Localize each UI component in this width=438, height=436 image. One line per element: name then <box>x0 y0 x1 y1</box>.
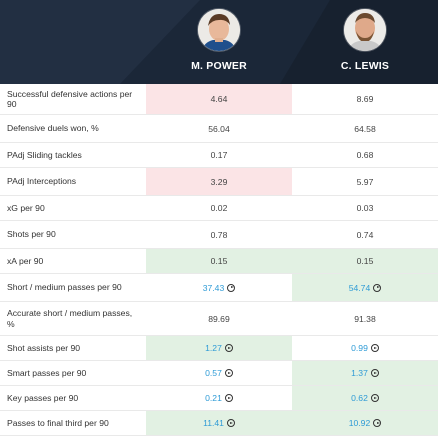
stat-value-text: 0.78 <box>210 229 228 240</box>
stat-label: Successful defensive actions per 90 <box>7 88 133 110</box>
player-name-2: C. LEWIS <box>340 60 390 72</box>
play-video-icon[interactable] <box>373 419 382 427</box>
stat-label: Defensive duels won, % <box>7 123 99 134</box>
stat-value-text: 56.04 <box>208 123 230 134</box>
stat-value-player-1: 56.04 <box>146 115 292 142</box>
table-row: Passes to final third per 90 11.41 10.92 <box>0 411 438 436</box>
stat-value-text[interactable]: 1.37 <box>351 368 368 378</box>
stat-value-player-2[interactable]: 10.92 <box>292 411 438 435</box>
stat-label: Key passes per 90 <box>7 392 79 403</box>
stat-value-text: 0.15 <box>356 256 374 266</box>
stat-value-text: 8.69 <box>356 94 374 104</box>
stat-value-text[interactable]: 10.92 <box>348 418 371 428</box>
stat-label: Shot assists per 90 <box>7 342 81 353</box>
table-row: Short / medium passes per 90 37.43 54.74 <box>0 274 438 302</box>
play-video-icon[interactable] <box>370 394 379 402</box>
player-column-header-2: C. LEWIS <box>292 0 438 84</box>
stat-value-player-1[interactable]: 11.41 <box>146 411 292 435</box>
stat-value-text: 0.03 <box>356 203 374 213</box>
stat-value-text: 3.29 <box>210 176 228 187</box>
stat-value-player-1: 0.17 <box>146 143 292 167</box>
stat-value-player-2[interactable]: 54.74 <box>292 274 438 301</box>
table-row: xA per 90 0.15 0.15 <box>0 249 438 274</box>
player-photo-icon <box>198 9 240 51</box>
stat-value-player-2[interactable]: 0.62 <box>292 386 438 410</box>
stat-value-text: 91.38 <box>354 313 376 324</box>
stat-value-player-2: 8.69 <box>292 84 438 114</box>
player-column-header-1: M. POWER <box>146 0 292 84</box>
stat-value-text: 0.68 <box>356 150 374 160</box>
stat-value-text: 64.58 <box>354 123 376 134</box>
play-video-icon[interactable] <box>370 369 379 377</box>
table-row: Successful defensive actions per 90 4.64 8… <box>0 84 438 115</box>
play-video-icon[interactable] <box>227 283 236 292</box>
stat-value-player-2: 0.15 <box>292 249 438 273</box>
player-name-1: M. POWER <box>191 60 247 72</box>
play-video-icon[interactable] <box>373 283 382 292</box>
table-row: PAdj Interceptions 3.29 5.97 <box>0 168 438 196</box>
stat-value-text: 0.02 <box>210 203 228 213</box>
stat-value-player-1[interactable]: 37.43 <box>146 274 292 301</box>
stat-value-text[interactable]: 0.62 <box>351 393 368 403</box>
stat-value-player-2: 91.38 <box>292 302 438 335</box>
stat-value-player-2[interactable]: 0.99 <box>292 336 438 360</box>
stat-value-text: 0.15 <box>210 256 228 266</box>
comparison-header: M. POWER C. LEWIS <box>0 0 438 84</box>
play-video-icon[interactable] <box>224 369 233 377</box>
stat-value-text[interactable]: 54.74 <box>348 282 371 293</box>
play-video-icon[interactable] <box>224 344 233 352</box>
stat-value-text: 0.74 <box>356 229 374 240</box>
stat-value-player-1[interactable]: 0.21 <box>146 386 292 410</box>
stat-label: Passes to final third per 90 <box>7 417 109 428</box>
table-row: Accurate short / medium passes, % 89.69 91… <box>0 302 438 336</box>
stat-value-text: 5.97 <box>356 176 374 187</box>
stat-value-player-1: 89.69 <box>146 302 292 335</box>
stat-value-player-2: 0.03 <box>292 196 438 220</box>
table-row: Smart passes per 90 0.57 1.37 <box>0 361 438 386</box>
stat-value-text[interactable]: 0.99 <box>351 343 368 353</box>
table-row: Defensive duels won, % 56.04 64.58 <box>0 115 438 143</box>
stat-label: Short / medium passes per 90 <box>7 282 122 293</box>
stat-value-player-2: 0.74 <box>292 221 438 248</box>
stat-value-player-2[interactable]: 1.37 <box>292 361 438 385</box>
stat-value-player-1: 4.64 <box>146 84 292 114</box>
play-video-icon[interactable] <box>226 419 235 427</box>
stats-table: Successful defensive actions per 90 4.64 8… <box>0 84 438 436</box>
stat-value-player-1: 0.02 <box>146 196 292 220</box>
stat-value-player-1[interactable]: 0.57 <box>146 361 292 385</box>
stat-label: PAdj Sliding tackles <box>7 149 82 160</box>
stat-label: xA per 90 <box>7 255 44 266</box>
stat-label: Shots per 90 <box>7 229 56 240</box>
stat-value-player-1[interactable]: 1.27 <box>146 336 292 360</box>
stat-value-text[interactable]: 0.21 <box>205 393 222 403</box>
stat-value-player-2: 0.68 <box>292 143 438 167</box>
play-video-icon[interactable] <box>370 344 379 352</box>
stat-value-text[interactable]: 0.57 <box>205 368 222 378</box>
stat-value-player-2: 64.58 <box>292 115 438 142</box>
stat-value-text[interactable]: 37.43 <box>202 282 225 293</box>
stat-value-text: 4.64 <box>210 94 228 104</box>
stat-value-player-2: 5.97 <box>292 168 438 195</box>
stat-label: Accurate short / medium passes, % <box>7 308 133 329</box>
stat-value-text[interactable]: 1.27 <box>205 343 222 353</box>
stat-value-player-1: 3.29 <box>146 168 292 195</box>
table-row: Shots per 90 0.78 0.74 <box>0 221 438 249</box>
stat-label: Smart passes per 90 <box>7 367 87 378</box>
player-photo-icon <box>344 9 386 51</box>
stat-label: xG per 90 <box>7 202 45 213</box>
table-row: Key passes per 90 0.21 0.62 <box>0 386 438 411</box>
table-row: xG per 90 0.02 0.03 <box>0 196 438 221</box>
table-row: Shot assists per 90 1.27 0.99 <box>0 336 438 361</box>
play-video-icon[interactable] <box>224 394 233 402</box>
stat-value-text[interactable]: 11.41 <box>203 418 224 428</box>
table-row: PAdj Sliding tackles 0.17 0.68 <box>0 143 438 168</box>
stat-value-text: 0.17 <box>210 150 228 160</box>
stat-value-text: 89.69 <box>208 313 230 324</box>
stat-value-player-1: 0.78 <box>146 221 292 248</box>
stat-label: PAdj Interceptions <box>7 176 77 187</box>
stat-value-player-1: 0.15 <box>146 249 292 273</box>
